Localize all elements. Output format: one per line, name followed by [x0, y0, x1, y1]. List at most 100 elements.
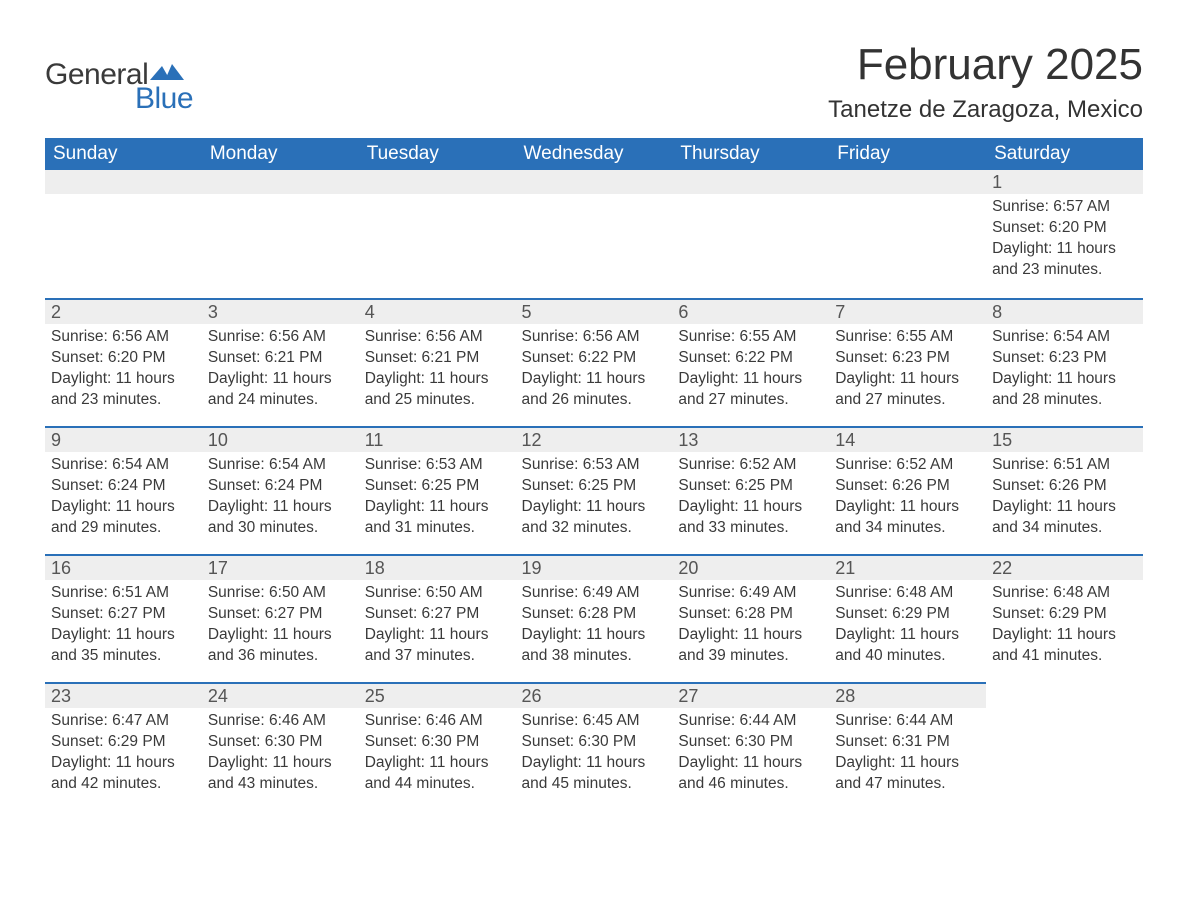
sunrise-line: Sunrise: 6:52 AM	[835, 455, 980, 476]
sunrise-line: Sunrise: 6:56 AM	[365, 327, 510, 348]
calendar-day-cell: 5Sunrise: 6:56 AMSunset: 6:22 PMDaylight…	[516, 298, 673, 426]
sunrise-line: Sunrise: 6:51 AM	[51, 583, 196, 604]
sunset-line: Sunset: 6:23 PM	[835, 348, 980, 369]
day-number: 14	[829, 426, 986, 452]
daylight-line: Daylight: 11 hours and 32 minutes.	[522, 497, 667, 539]
sunset-line: Sunset: 6:20 PM	[51, 348, 196, 369]
daylight-line: Daylight: 11 hours and 46 minutes.	[678, 753, 823, 795]
daylight-line: Daylight: 11 hours and 37 minutes.	[365, 625, 510, 667]
daylight-line: Daylight: 11 hours and 23 minutes.	[51, 369, 196, 411]
calendar-day-cell: 6Sunrise: 6:55 AMSunset: 6:22 PMDaylight…	[672, 298, 829, 426]
sunset-line: Sunset: 6:25 PM	[522, 476, 667, 497]
daylight-line: Daylight: 11 hours and 24 minutes.	[208, 369, 353, 411]
daylight-line: Daylight: 11 hours and 27 minutes.	[678, 369, 823, 411]
day-detail: Sunrise: 6:52 AMSunset: 6:26 PMDaylight:…	[829, 452, 986, 543]
calendar-day-cell: 4Sunrise: 6:56 AMSunset: 6:21 PMDaylight…	[359, 298, 516, 426]
sunrise-line: Sunrise: 6:45 AM	[522, 711, 667, 732]
daylight-line: Daylight: 11 hours and 25 minutes.	[365, 369, 510, 411]
calendar-week-row: 2Sunrise: 6:56 AMSunset: 6:20 PMDaylight…	[45, 298, 1143, 426]
daylight-line: Daylight: 11 hours and 33 minutes.	[678, 497, 823, 539]
header: General Blue February 2025 Tanetze de Za…	[45, 40, 1143, 130]
daylight-line: Daylight: 11 hours and 29 minutes.	[51, 497, 196, 539]
sunset-line: Sunset: 6:31 PM	[835, 732, 980, 753]
daylight-line: Daylight: 11 hours and 34 minutes.	[992, 497, 1137, 539]
daylight-line: Daylight: 11 hours and 41 minutes.	[992, 625, 1137, 667]
location-label: Tanetze de Zaragoza, Mexico	[828, 96, 1143, 124]
sunrise-line: Sunrise: 6:50 AM	[365, 583, 510, 604]
day-number: 23	[45, 682, 202, 708]
day-number: 8	[986, 298, 1143, 324]
day-number: 7	[829, 298, 986, 324]
page-title: February 2025	[828, 40, 1143, 90]
day-number: 1	[986, 170, 1143, 194]
sunrise-line: Sunrise: 6:50 AM	[208, 583, 353, 604]
day-number: 26	[516, 682, 673, 708]
day-detail: Sunrise: 6:44 AMSunset: 6:31 PMDaylight:…	[829, 708, 986, 799]
day-detail: Sunrise: 6:51 AMSunset: 6:26 PMDaylight:…	[986, 452, 1143, 543]
day-number: 19	[516, 554, 673, 580]
sunset-line: Sunset: 6:24 PM	[208, 476, 353, 497]
day-detail: Sunrise: 6:56 AMSunset: 6:21 PMDaylight:…	[359, 324, 516, 415]
empty-daynum-bar	[202, 170, 359, 194]
sunset-line: Sunset: 6:30 PM	[365, 732, 510, 753]
daylight-line: Daylight: 11 hours and 27 minutes.	[835, 369, 980, 411]
day-detail: Sunrise: 6:56 AMSunset: 6:21 PMDaylight:…	[202, 324, 359, 415]
day-number: 10	[202, 426, 359, 452]
day-number: 11	[359, 426, 516, 452]
day-number: 24	[202, 682, 359, 708]
day-number: 22	[986, 554, 1143, 580]
daylight-line: Daylight: 11 hours and 35 minutes.	[51, 625, 196, 667]
daylight-line: Daylight: 11 hours and 42 minutes.	[51, 753, 196, 795]
calendar-day-cell: 15Sunrise: 6:51 AMSunset: 6:26 PMDayligh…	[986, 426, 1143, 554]
weekday-header: Saturday	[986, 138, 1143, 170]
day-number: 6	[672, 298, 829, 324]
calendar-day-cell: 22Sunrise: 6:48 AMSunset: 6:29 PMDayligh…	[986, 554, 1143, 682]
sunrise-line: Sunrise: 6:46 AM	[365, 711, 510, 732]
calendar-day-cell: 19Sunrise: 6:49 AMSunset: 6:28 PMDayligh…	[516, 554, 673, 682]
day-detail: Sunrise: 6:55 AMSunset: 6:22 PMDaylight:…	[672, 324, 829, 415]
day-detail: Sunrise: 6:48 AMSunset: 6:29 PMDaylight:…	[829, 580, 986, 671]
day-detail: Sunrise: 6:47 AMSunset: 6:29 PMDaylight:…	[45, 708, 202, 799]
day-detail: Sunrise: 6:56 AMSunset: 6:22 PMDaylight:…	[516, 324, 673, 415]
day-number: 5	[516, 298, 673, 324]
day-number: 28	[829, 682, 986, 708]
calendar-day-cell: 11Sunrise: 6:53 AMSunset: 6:25 PMDayligh…	[359, 426, 516, 554]
sunset-line: Sunset: 6:26 PM	[992, 476, 1137, 497]
empty-daynum-bar	[45, 170, 202, 194]
day-number: 2	[45, 298, 202, 324]
day-number: 18	[359, 554, 516, 580]
day-detail: Sunrise: 6:45 AMSunset: 6:30 PMDaylight:…	[516, 708, 673, 799]
sunset-line: Sunset: 6:30 PM	[522, 732, 667, 753]
calendar-day-cell: 25Sunrise: 6:46 AMSunset: 6:30 PMDayligh…	[359, 682, 516, 810]
day-detail: Sunrise: 6:44 AMSunset: 6:30 PMDaylight:…	[672, 708, 829, 799]
calendar-week-row: 1Sunrise: 6:57 AMSunset: 6:20 PMDaylight…	[45, 170, 1143, 298]
day-number: 16	[45, 554, 202, 580]
daylight-line: Daylight: 11 hours and 43 minutes.	[208, 753, 353, 795]
sunset-line: Sunset: 6:20 PM	[992, 218, 1137, 239]
calendar-empty-cell	[672, 170, 829, 298]
calendar-empty-cell	[202, 170, 359, 298]
sunrise-line: Sunrise: 6:55 AM	[835, 327, 980, 348]
sunset-line: Sunset: 6:29 PM	[992, 604, 1137, 625]
day-detail: Sunrise: 6:54 AMSunset: 6:24 PMDaylight:…	[202, 452, 359, 543]
day-number: 9	[45, 426, 202, 452]
sunset-line: Sunset: 6:21 PM	[208, 348, 353, 369]
daylight-line: Daylight: 11 hours and 34 minutes.	[835, 497, 980, 539]
sunrise-line: Sunrise: 6:54 AM	[992, 327, 1137, 348]
sunrise-line: Sunrise: 6:52 AM	[678, 455, 823, 476]
calendar-header-row: SundayMondayTuesdayWednesdayThursdayFrid…	[45, 138, 1143, 170]
calendar-day-cell: 3Sunrise: 6:56 AMSunset: 6:21 PMDaylight…	[202, 298, 359, 426]
sunrise-line: Sunrise: 6:57 AM	[992, 197, 1137, 218]
sunrise-line: Sunrise: 6:44 AM	[678, 711, 823, 732]
daylight-line: Daylight: 11 hours and 28 minutes.	[992, 369, 1137, 411]
calendar-week-row: 23Sunrise: 6:47 AMSunset: 6:29 PMDayligh…	[45, 682, 1143, 810]
weekday-header: Tuesday	[359, 138, 516, 170]
calendar-empty-cell	[45, 170, 202, 298]
daylight-line: Daylight: 11 hours and 45 minutes.	[522, 753, 667, 795]
brand-word1: General	[45, 58, 148, 92]
sunrise-line: Sunrise: 6:53 AM	[522, 455, 667, 476]
daylight-line: Daylight: 11 hours and 36 minutes.	[208, 625, 353, 667]
daylight-line: Daylight: 11 hours and 38 minutes.	[522, 625, 667, 667]
calendar-day-cell: 28Sunrise: 6:44 AMSunset: 6:31 PMDayligh…	[829, 682, 986, 810]
sunset-line: Sunset: 6:30 PM	[208, 732, 353, 753]
